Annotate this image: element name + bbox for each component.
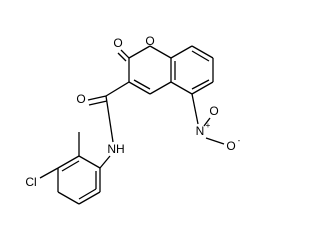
atom-charge: + <box>206 121 211 130</box>
bond <box>170 81 193 95</box>
bond <box>191 79 210 90</box>
atom-label: O <box>145 34 154 48</box>
bond <box>39 167 59 179</box>
bond <box>191 93 199 125</box>
bond <box>87 95 107 101</box>
atom-label: NH <box>107 142 124 156</box>
bond <box>117 52 127 62</box>
atom-charge: - <box>238 136 241 145</box>
atom-label: Cl <box>25 175 36 189</box>
bond <box>191 45 214 59</box>
bond <box>149 81 172 95</box>
bond <box>61 160 80 172</box>
atom-label: O <box>209 104 218 118</box>
bond <box>191 81 214 95</box>
bond <box>149 45 172 59</box>
molecule-diagram: O O O NH Cl N + O O - <box>25 34 241 205</box>
bond <box>133 79 151 90</box>
bond <box>99 155 111 169</box>
bond <box>191 50 210 62</box>
bond <box>88 100 108 106</box>
bond <box>128 81 151 95</box>
bond <box>203 117 211 127</box>
bond <box>78 155 101 169</box>
atom-label: O <box>113 36 122 50</box>
bond <box>105 81 130 97</box>
atom-label: N <box>196 124 205 138</box>
bond <box>205 137 225 145</box>
bond <box>128 45 151 59</box>
bond <box>78 188 97 200</box>
bond <box>120 49 130 59</box>
bond <box>57 191 80 205</box>
bond <box>78 191 101 205</box>
atom-label: O <box>226 139 235 153</box>
atom-label: O <box>76 92 85 106</box>
bond <box>105 95 114 143</box>
bond <box>57 155 80 169</box>
bond <box>170 45 193 59</box>
bonds <box>39 45 225 205</box>
atom-labels: O O O NH Cl N + O O - <box>25 34 240 189</box>
